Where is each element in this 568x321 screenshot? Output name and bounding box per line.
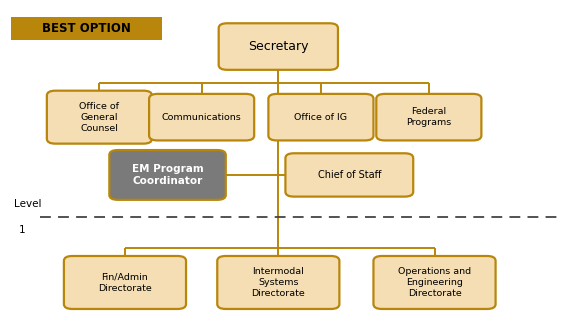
Text: Intermodal
Systems
Directorate: Intermodal Systems Directorate bbox=[252, 267, 305, 298]
Text: Secretary: Secretary bbox=[248, 40, 308, 53]
FancyBboxPatch shape bbox=[109, 150, 225, 200]
FancyBboxPatch shape bbox=[47, 91, 152, 144]
FancyBboxPatch shape bbox=[149, 94, 254, 141]
FancyBboxPatch shape bbox=[11, 17, 162, 40]
Text: Operations and
Engineering
Directorate: Operations and Engineering Directorate bbox=[398, 267, 471, 298]
Text: EM Program
Coordinator: EM Program Coordinator bbox=[132, 164, 203, 186]
Text: BEST OPTION: BEST OPTION bbox=[42, 22, 131, 35]
Text: Office of
General
Counsel: Office of General Counsel bbox=[80, 101, 119, 133]
FancyBboxPatch shape bbox=[285, 153, 413, 196]
Text: 1: 1 bbox=[19, 225, 26, 235]
FancyBboxPatch shape bbox=[64, 256, 186, 309]
Text: Level: Level bbox=[14, 199, 41, 209]
FancyBboxPatch shape bbox=[268, 94, 374, 141]
FancyBboxPatch shape bbox=[217, 256, 339, 309]
Text: Office of IG: Office of IG bbox=[294, 113, 348, 122]
Text: Communications: Communications bbox=[162, 113, 241, 122]
Text: Chief of Staff: Chief of Staff bbox=[318, 170, 381, 180]
FancyBboxPatch shape bbox=[377, 94, 481, 141]
Text: Fin/Admin
Directorate: Fin/Admin Directorate bbox=[98, 273, 152, 292]
Text: Federal
Programs: Federal Programs bbox=[406, 107, 452, 127]
FancyBboxPatch shape bbox=[374, 256, 495, 309]
FancyBboxPatch shape bbox=[219, 23, 338, 70]
